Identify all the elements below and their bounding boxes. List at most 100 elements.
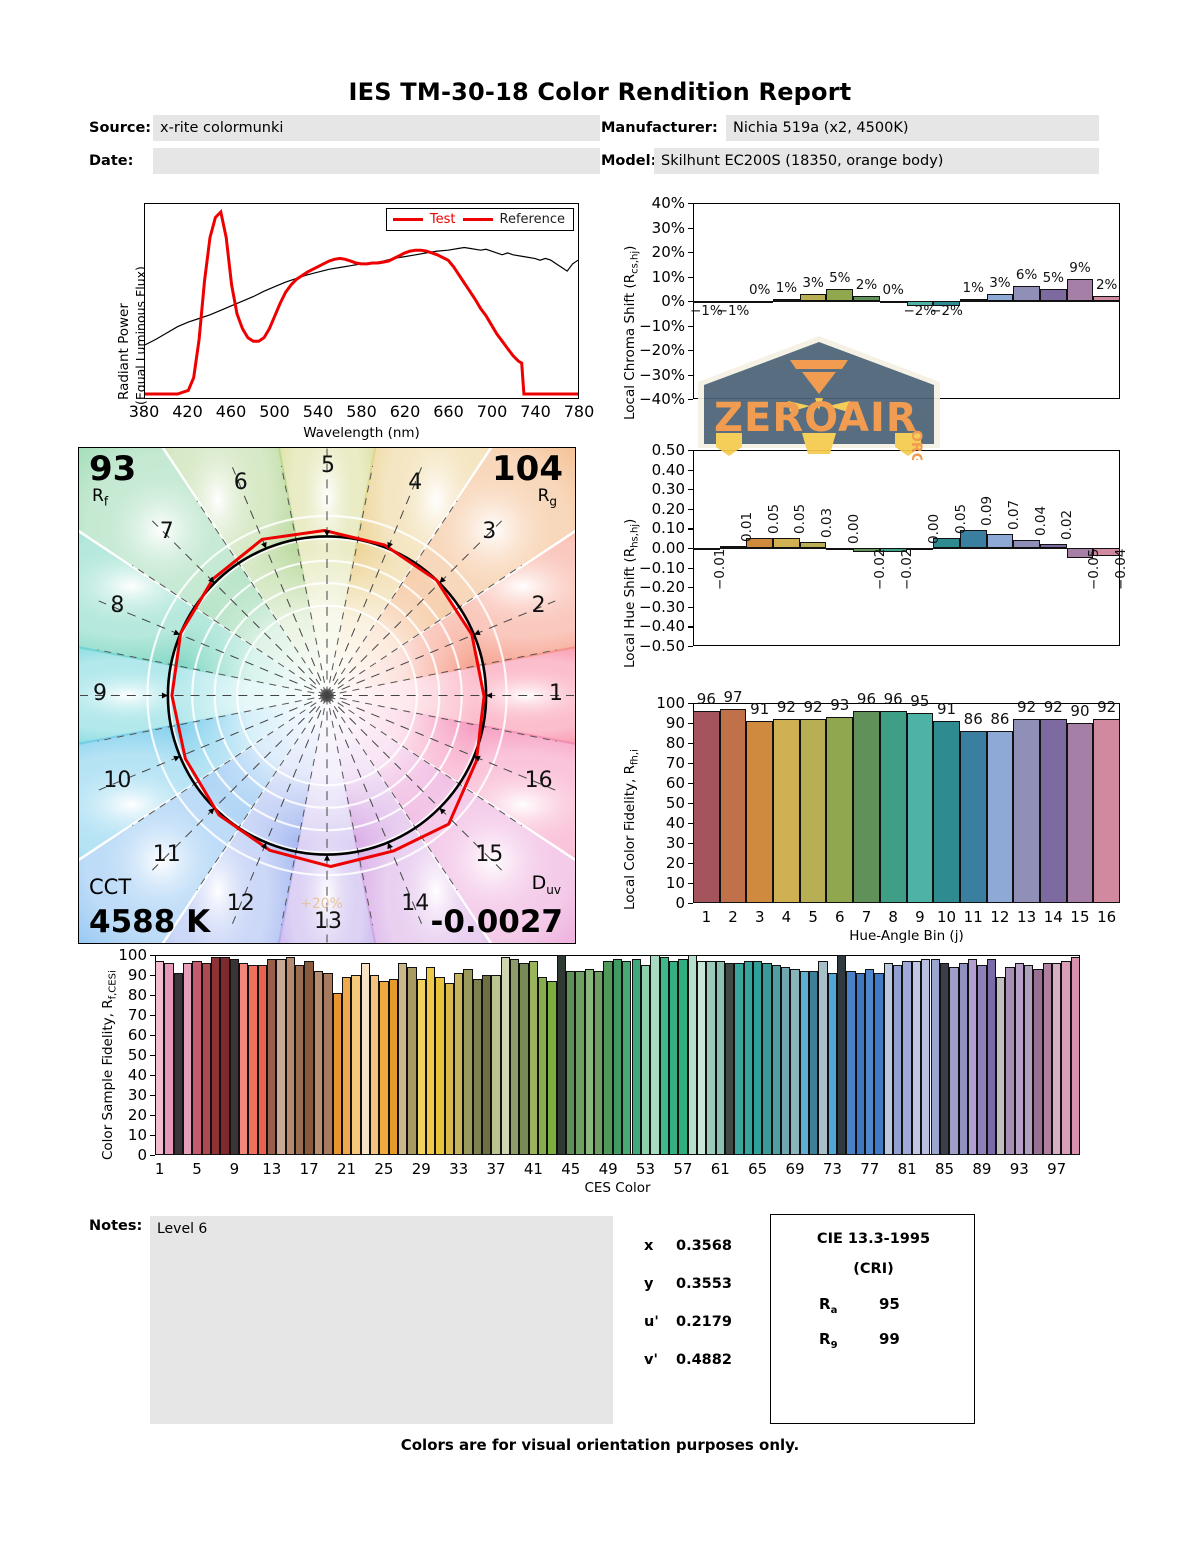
cvg-bin-14: 14 <box>401 891 430 917</box>
lcf-label-12: 86 <box>990 710 1010 728</box>
footer-note: Colors are for visual orientation purpos… <box>400 1436 800 1454</box>
spd-curves <box>145 208 578 396</box>
cvg-bin-16: 16 <box>524 767 553 793</box>
lcf-xtick-1: 1 <box>701 908 712 926</box>
chroma-label-8: 0% <box>882 282 904 298</box>
lcf-ytickmark <box>688 763 693 765</box>
spd-xtick-700: 700 <box>476 402 508 421</box>
ces-bar-41 <box>528 961 539 1155</box>
chroma-ytick-2: 20% <box>651 243 685 261</box>
ces-bar-5 <box>192 961 202 1155</box>
hue-ytick-1: 0.40 <box>651 460 685 479</box>
ces-bar-54 <box>650 955 660 1155</box>
lcf-ytickmark <box>688 903 693 905</box>
spd-xtick-780: 780 <box>563 402 595 421</box>
color-vector-graphic: 93 Rf 104 Rg CCT 4588 K Duv -0.0027 +20%… <box>78 447 576 944</box>
hue-ytickmark <box>688 567 693 569</box>
cvg-bin-7: 7 <box>159 519 174 545</box>
lcf-bar-7 <box>853 711 880 903</box>
ces-bar-91 <box>995 977 1006 1155</box>
ces-bar-81 <box>902 961 912 1155</box>
lcf-label-2: 97 <box>723 688 743 706</box>
cvg-bin-3: 3 <box>482 519 497 545</box>
ces-bar-53 <box>640 965 651 1155</box>
ces-bar-18 <box>313 971 324 1155</box>
chroma-label-9: −2% <box>903 303 937 319</box>
ces-ytickmark <box>150 1035 155 1037</box>
lcf-ytickmark <box>688 783 693 785</box>
ces-ytickmark <box>150 975 155 977</box>
lcf-xtick-13: 13 <box>1017 908 1037 926</box>
ces-xtick-17: 17 <box>299 1160 319 1178</box>
ces-bar-46 <box>575 971 585 1155</box>
lcf-xtick-16: 16 <box>1097 908 1117 926</box>
ces-bar-64 <box>743 961 753 1155</box>
chroma-bar-6 <box>826 288 854 301</box>
cvg-spoke <box>132 565 328 696</box>
ces-bar-2 <box>164 963 174 1155</box>
spd-legend: Test Reference <box>385 208 574 231</box>
spd-ylabel-line1: Radiant Power <box>116 303 132 400</box>
ces-bar-30 <box>425 967 436 1155</box>
lcf-ytick-0: 100 <box>656 694 685 712</box>
lcf-ytickmark <box>688 703 693 705</box>
ces-bar-96 <box>1042 963 1052 1155</box>
ces-bar-55 <box>659 957 669 1155</box>
legend-test-line <box>392 218 423 221</box>
spd-xlabel: Wavelength (nm) <box>303 425 420 441</box>
ces-bar-78 <box>874 973 884 1155</box>
ces-bar-16 <box>295 965 305 1155</box>
notes-text: Level 6 <box>157 1221 208 1237</box>
hue-label-11: 0.09 <box>979 496 996 527</box>
ces-bar-88 <box>967 959 978 1155</box>
lcf-label-10: 91 <box>936 700 957 718</box>
page-title: IES TM-30-18 Color Rendition Report <box>348 78 852 106</box>
ces-bar-10 <box>239 963 249 1155</box>
ces-bar-8 <box>220 957 230 1155</box>
coord-key-y: y <box>644 1276 654 1292</box>
spd-xtick-420: 420 <box>172 402 203 421</box>
hue-bar-2 <box>719 546 747 549</box>
ces-xtick-37: 37 <box>486 1160 506 1178</box>
source-value: x-rite colormunki <box>153 115 600 141</box>
cvg-bin-10: 10 <box>103 767 132 793</box>
ces-bar-42 <box>538 977 548 1155</box>
hue-ytick-7: −0.20 <box>639 578 685 597</box>
legend-reference-label: Reference <box>499 212 565 227</box>
lcf-ytickmark <box>688 803 693 805</box>
cvg-bin-15: 15 <box>475 841 504 867</box>
duv-value: -0.0027 <box>430 904 564 940</box>
chroma-bar-11 <box>959 298 987 301</box>
ces-bar-84 <box>930 959 940 1155</box>
ces-ytickmark <box>150 955 155 957</box>
ces-bar-43 <box>547 981 557 1155</box>
coord-value-y: 0.3553 <box>676 1276 732 1292</box>
ces-ytick-8: 20 <box>127 1106 147 1124</box>
spd-xtick-460: 460 <box>215 402 247 421</box>
lcf-label-9: 95 <box>910 692 930 710</box>
ces-xtick-97: 97 <box>1047 1160 1067 1178</box>
lcf-label-14: 92 <box>1043 698 1063 716</box>
chroma-ytick-3: 10% <box>651 267 685 286</box>
cvg-vector-arrow <box>161 692 168 699</box>
ces-bar-14 <box>276 959 286 1155</box>
lcf-xtick-15: 15 <box>1070 908 1090 926</box>
ces-bar-37 <box>491 975 501 1155</box>
chroma-ytick-0: 40% <box>651 194 685 212</box>
lcf-label-8: 96 <box>883 690 903 708</box>
hue-ytickmark <box>688 606 693 608</box>
ces-xtick-1: 1 <box>154 1160 165 1178</box>
rg-label: Rg <box>537 486 557 509</box>
ces-bar-69 <box>790 969 800 1155</box>
lcf-label-13: 92 <box>1017 698 1037 716</box>
ces-bar-87 <box>958 963 968 1155</box>
ces-ytick-5: 50 <box>127 1046 147 1064</box>
manufacturer-label: Manufacturer: <box>601 120 718 136</box>
ces-bar-83 <box>921 959 931 1155</box>
notes-box[interactable] <box>150 1216 613 1424</box>
chroma-ytickmark <box>688 203 693 205</box>
chroma-label-2: −1% <box>716 303 750 319</box>
lcf-ytick-9: 10 <box>665 874 685 892</box>
hue-ytickmark <box>688 528 693 530</box>
ces-bar-28 <box>407 967 417 1155</box>
